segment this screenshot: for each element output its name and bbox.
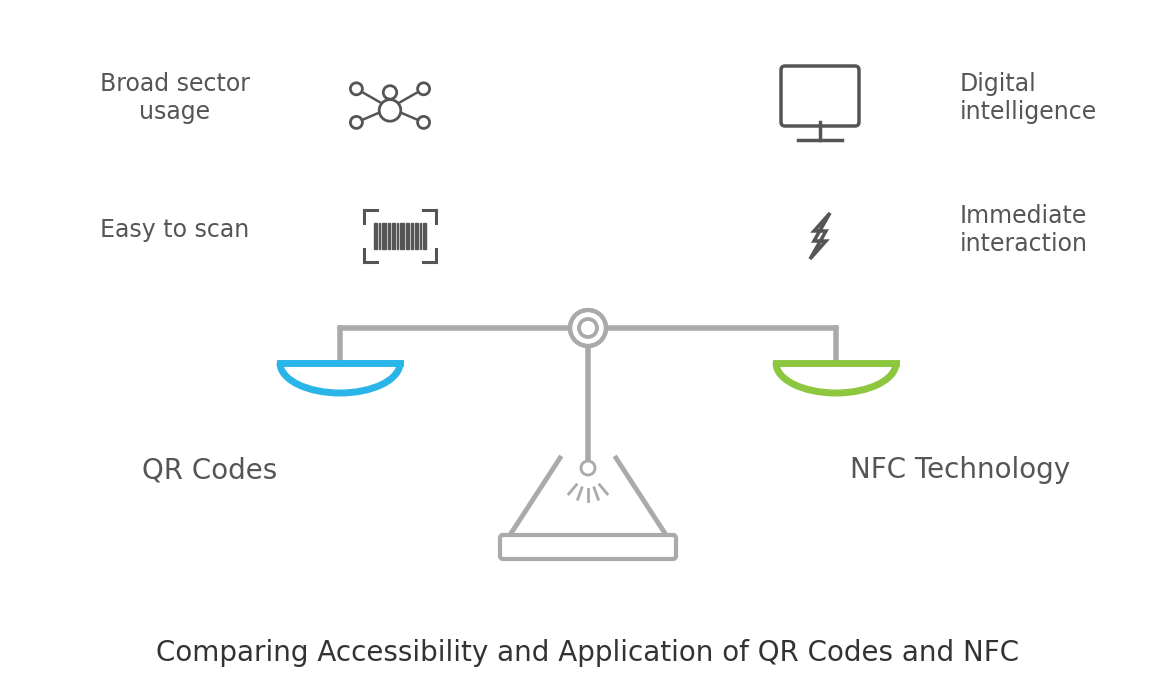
Circle shape xyxy=(417,117,429,128)
Circle shape xyxy=(379,100,401,121)
Circle shape xyxy=(350,117,362,128)
Bar xyxy=(374,223,376,249)
Bar xyxy=(396,223,399,249)
Bar xyxy=(412,223,413,249)
Circle shape xyxy=(350,83,362,95)
Circle shape xyxy=(570,310,606,346)
Bar xyxy=(382,223,386,249)
Circle shape xyxy=(581,461,595,475)
FancyBboxPatch shape xyxy=(500,535,676,559)
Text: Immediate
interaction: Immediate interaction xyxy=(960,204,1088,256)
Bar xyxy=(388,223,389,249)
Bar xyxy=(392,223,395,249)
Bar xyxy=(420,223,421,249)
Text: QR Codes: QR Codes xyxy=(142,456,278,484)
Text: Comparing Accessibility and Application of QR Codes and NFC: Comparing Accessibility and Application … xyxy=(156,639,1020,667)
Text: Broad sector
usage: Broad sector usage xyxy=(100,72,250,124)
FancyBboxPatch shape xyxy=(781,66,858,126)
Circle shape xyxy=(417,83,429,95)
Bar xyxy=(415,223,417,249)
Text: NFC Technology: NFC Technology xyxy=(850,456,1070,484)
Bar xyxy=(400,223,405,249)
Bar xyxy=(423,223,426,249)
Bar xyxy=(406,223,409,249)
Bar xyxy=(379,223,380,249)
Circle shape xyxy=(383,86,396,99)
Text: Easy to scan: Easy to scan xyxy=(100,218,249,242)
Text: Digital
intelligence: Digital intelligence xyxy=(960,72,1097,124)
Circle shape xyxy=(579,319,597,337)
